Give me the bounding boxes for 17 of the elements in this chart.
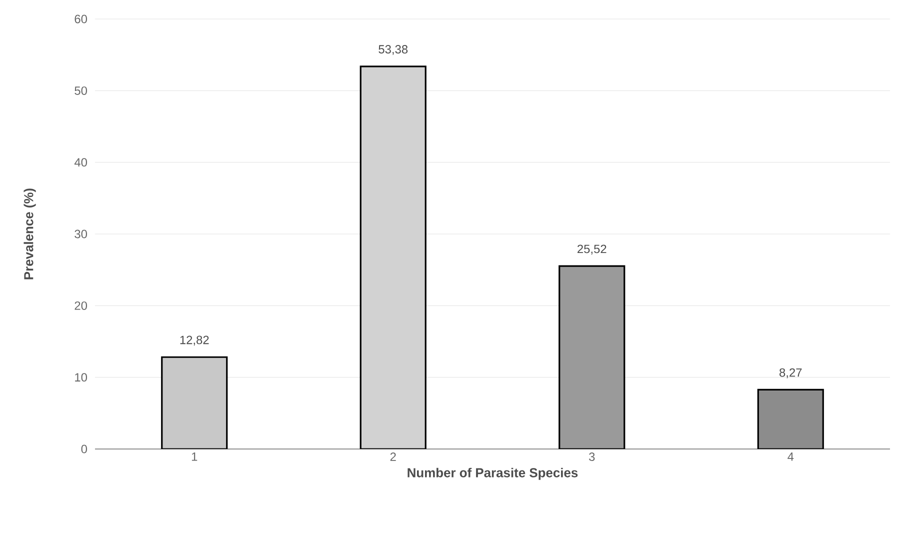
data-label: 53,38 [378,45,408,55]
x-tick-label: 3 [589,452,595,461]
y-tick-label: 30 [74,230,88,238]
y-tick-label: 50 [74,86,88,95]
x-tick-label: 1 [192,452,198,461]
x-axis-title: Number of Parasite Species [408,468,578,480]
y-tick-label: 60 [74,14,88,24]
data-label: 25,52 [578,244,606,255]
y-tick-label: 40 [74,158,88,167]
y-tick-label: 20 [74,301,88,310]
y-axis-title: Prevalence (%) [24,188,36,280]
x-tick-label: 4 [788,452,794,461]
data-label: 8,27 [780,368,802,378]
y-tick-label: 0 [81,444,88,454]
x-tick-label: 2 [390,452,396,461]
data-label: 12,82 [180,336,209,346]
y-tick-label: 10 [75,373,88,382]
